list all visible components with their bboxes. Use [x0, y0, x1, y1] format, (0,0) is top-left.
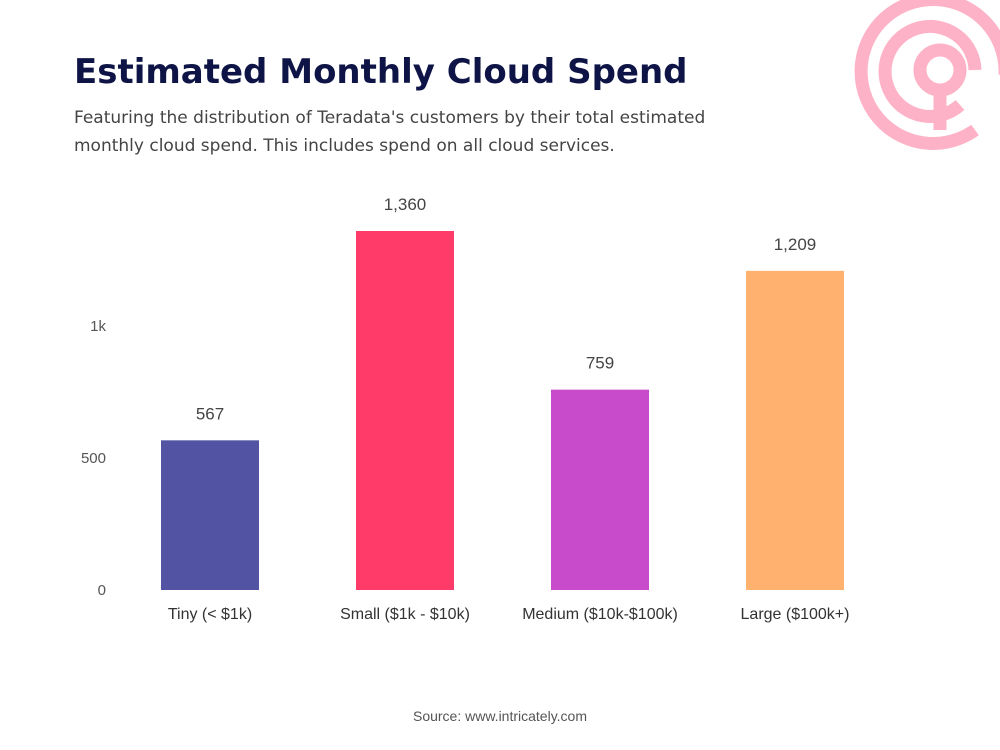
y-tick-label: 1k [90, 318, 106, 335]
data-label: 1,360 [384, 195, 427, 214]
target-logo-icon [854, 0, 1000, 150]
bar-1 [161, 440, 259, 590]
data-label: 567 [196, 404, 224, 423]
y-tick-label: 500 [81, 450, 106, 467]
category-label: Tiny (< $1k) [168, 606, 252, 623]
chart-title: Estimated Monthly Cloud Spend [74, 52, 688, 92]
data-label: 759 [586, 354, 614, 373]
bar-3 [551, 389, 649, 590]
category-label: Large ($100k+) [741, 606, 850, 623]
data-label: 1,209 [774, 235, 817, 254]
bar-2 [356, 231, 454, 590]
bar-4 [746, 270, 844, 590]
chart-subtitle: Featuring the distribution of Teradata's… [74, 108, 706, 156]
category-label: Medium ($10k-$100k) [522, 606, 678, 623]
category-label: Small ($1k - $10k) [340, 606, 470, 623]
y-tick-label: 0 [98, 582, 106, 599]
source-note: Source: www.intricately.com [412, 708, 587, 724]
